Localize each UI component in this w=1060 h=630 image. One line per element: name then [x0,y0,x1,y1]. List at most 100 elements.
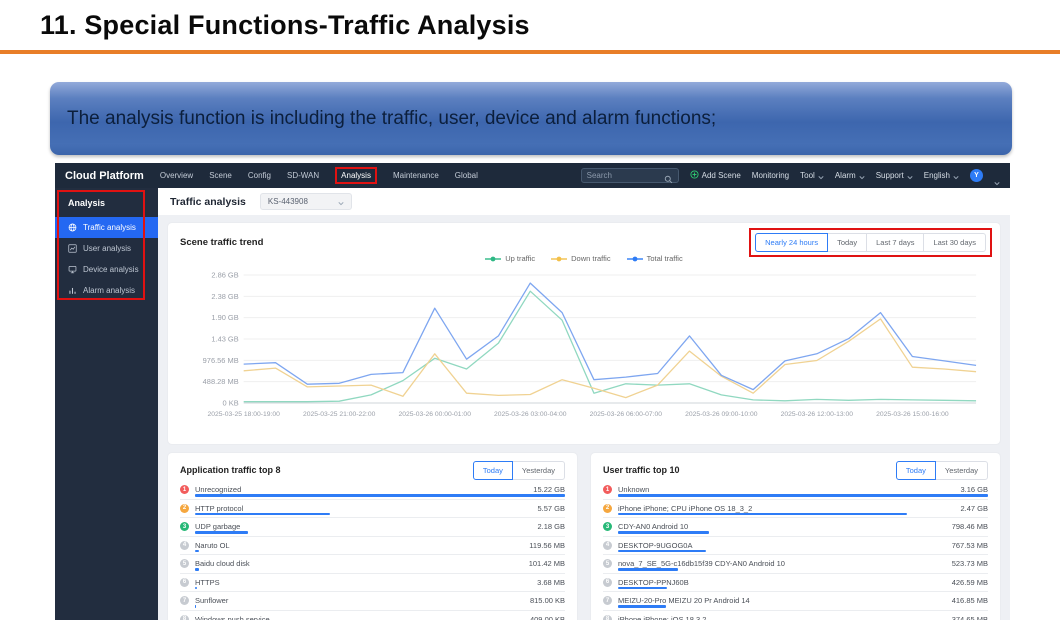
brand-logo[interactable]: Cloud Platform [65,169,144,182]
nav-item-overview[interactable]: Overview [159,171,194,180]
app-tab-today[interactable]: Today [472,460,513,480]
app-tab-yesterday[interactable]: Yesterday [511,460,565,480]
nav-link-monitoring[interactable]: Monitoring [752,171,789,180]
search-input[interactable] [586,171,664,180]
x-axis-tick: 2025-03-25 21:00-22:00 [303,411,376,418]
scene-selector-value: KS-443908 [267,197,308,206]
device-icon [68,265,77,274]
title-divider [0,50,1060,54]
nav-link-tool[interactable]: Tool [800,171,824,180]
rank-badge: 2 [180,503,189,513]
rank-badge: 1 [180,485,189,495]
traffic-item-name: CDY-AN0 Android 10 [618,522,689,532]
traffic-item-value: 767.53 MB [951,540,988,550]
traffic-list-row: 1 Unknown 3.16 GB [603,481,988,500]
rank-badge: 6 [180,577,189,587]
sidebar-item-user-analysis[interactable]: User analysis [55,238,158,259]
traffic-item-value: 416.85 MB [951,596,988,606]
traffic-item-value: 523.73 MB [951,559,988,569]
traffic-item-name: nova_7_SE_5G-c16db15f39 CDY-AN0 Android … [618,559,785,569]
user-tab-yesterday[interactable]: Yesterday [934,460,988,480]
legend-label: Total traffic [646,254,683,263]
sidebar-item-device-analysis[interactable]: Device analysis [55,259,158,280]
y-axis-tick: 0 KB [223,398,239,407]
traffic-item-name: DESKTOP-9UGOG0A [618,540,693,550]
search-box[interactable] [580,168,679,184]
sidebar-item-alarm-analysis[interactable]: Alarm analysis [55,280,158,301]
series-line-up-traffic [243,290,977,403]
traffic-list-row: 8 Windows push service 409.00 KB [180,611,565,620]
sidebar: Analysis Traffic analysis User analysis De… [55,188,158,620]
main-nav: Overview Scene Config SD-WAN Analysis Mainten… [160,167,478,184]
y-axis-tick: 488.28 MB [203,377,239,386]
globe-icon [68,223,77,232]
nav-item-analysis[interactable]: Analysis [335,167,377,184]
x-axis-tick: 2025-03-26 15:00-16:00 [876,411,949,418]
y-axis-tick: 2.86 GB [211,270,238,279]
series-line-down-traffic [243,318,977,399]
traffic-progress-bar [618,531,710,534]
chart-legend: Up traffic Down traffic Total traffic [180,254,988,263]
range-button-last-7-days[interactable]: Last 7 days [866,233,925,252]
page-title: Traffic analysis [170,195,246,208]
top-navbar: Cloud Platform Overview Scene Config SD-WAN… [55,163,1010,188]
y-axis-tick: 1.90 GB [211,313,238,322]
scene-selector[interactable]: KS-443908 [259,193,352,210]
nav-item-sd-wan[interactable]: SD-WAN [287,171,320,180]
x-axis-tick: 2025-03-26 06:00-07:00 [590,411,663,418]
sidebar-item-traffic-analysis[interactable]: Traffic analysis [55,217,158,238]
chevron-down-icon[interactable] [994,173,1000,185]
nav-item-maintenance[interactable]: Maintenance [392,171,439,180]
range-button-nearly-24-hours[interactable]: Nearly 24 hours [755,233,829,252]
nav-link-add-scene[interactable]: Add Scene [690,170,741,181]
traffic-progress-bar [195,568,199,571]
chevron-down-icon [338,199,344,205]
bar-chart-icon [68,286,77,295]
traffic-progress-bar [195,605,197,608]
search-icon[interactable] [664,171,673,184]
traffic-item-value: 101.42 MB [528,559,565,569]
range-button-today[interactable]: Today [827,233,868,252]
traffic-list-row: 8 iPhone iPhone; iOS 18.3.2 374.65 MB [603,611,988,620]
legend-item-down-traffic[interactable]: Down traffic [551,254,611,263]
traffic-list-row: 6 HTTPS 3.68 MB [180,574,565,592]
traffic-item-value: 3.68 MB [537,577,565,587]
traffic-progress-bar [618,568,678,571]
avatar[interactable]: Y [970,169,983,182]
traffic-item-name: Unrecognized [195,485,242,495]
nav-link-alarm[interactable]: Alarm [835,171,865,180]
traffic-item-value: 374.65 MB [951,614,988,620]
traffic-list-row: 4 DESKTOP-9UGOG0A 767.53 MB [603,537,988,555]
traffic-list-row: 7 Sunflower 815.00 KB [180,592,565,611]
traffic-item-value: 3.16 GB [960,485,988,495]
traffic-item-value: 409.00 KB [529,614,565,620]
traffic-list-row: 5 nova_7_SE_5G-c16db15f39 CDY-AN0 Android… [603,555,988,574]
nav-link-english[interactable]: English [924,171,959,180]
page-header: Traffic analysis KS-443908 [158,188,1010,215]
traffic-item-value: 15.22 GB [533,485,565,495]
traffic-item-name: Naruto OL [195,540,230,550]
x-axis-tick: 2025-03-26 09:00-10:00 [685,411,758,418]
nav-link-label: Monitoring [751,171,790,180]
nav-item-scene[interactable]: Scene [209,171,232,180]
legend-item-up-traffic[interactable]: Up traffic [485,254,535,263]
nav-item-config[interactable]: Config [247,171,271,180]
range-button-last-30-days[interactable]: Last 30 days [923,233,986,252]
dashboard-screenshot: Cloud Platform Overview Scene Config SD-WAN… [55,163,1010,620]
sidebar-item-label: Device analysis [83,265,139,274]
nav-item-global[interactable]: Global [454,171,478,180]
nav-link-support[interactable]: Support [876,171,913,180]
time-range-group: Nearly 24 hours Today Last 7 days Last 30 d… [755,233,986,252]
user-tab-today[interactable]: Today [895,460,936,480]
traffic-progress-bar [618,586,667,589]
traffic-progress-bar [618,605,666,608]
legend-label: Up traffic [505,254,536,263]
legend-item-total-traffic[interactable]: Total traffic [626,254,683,263]
traffic-item-value: 5.57 GB [537,503,565,513]
y-axis-tick: 2.38 GB [211,292,238,301]
intro-banner: The analysis function is including the t… [50,82,1012,155]
scene-traffic-trend-card: Scene traffic trend Nearly 24 hours Today… [168,223,1000,444]
x-axis-tick: 2025-03-25 18:00-19:00 [207,411,280,418]
traffic-list-row: 2 iPhone iPhone; CPU iPhone OS 18_3_2 2.47… [603,500,988,518]
